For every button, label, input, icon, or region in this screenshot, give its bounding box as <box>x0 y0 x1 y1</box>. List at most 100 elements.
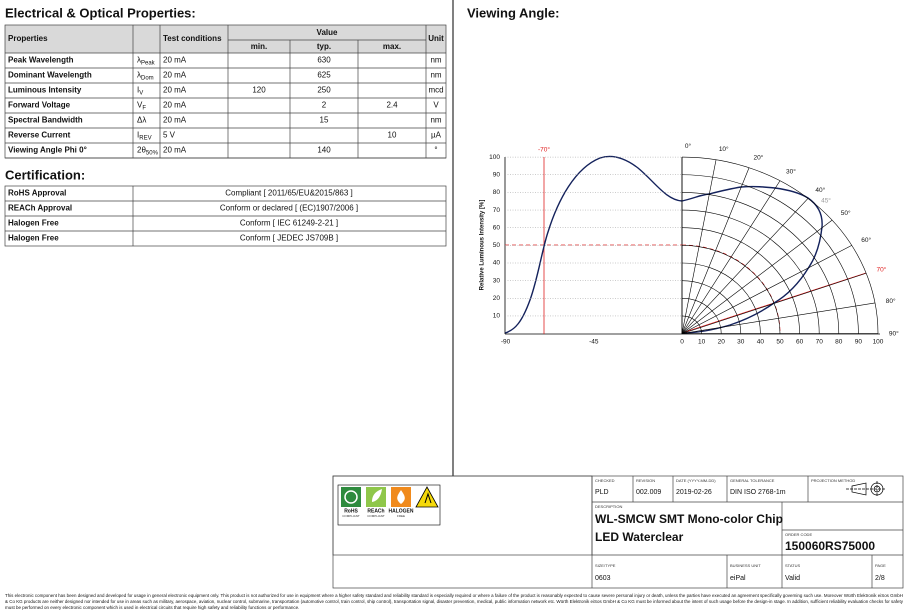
field-label: STATUS <box>785 563 801 568</box>
typ-cell: 625 <box>317 71 331 80</box>
title-block: RoHS COMPLIANT REACh COMPLIANT HALOGEN F… <box>332 475 904 589</box>
rohs-icon <box>341 487 361 507</box>
symbol-sub: F <box>142 105 146 111</box>
angle-line <box>681 245 852 334</box>
badge-sub: FREE <box>397 514 405 518</box>
property-cell: Viewing Angle Phi 0° <box>8 146 87 155</box>
table-header-bg <box>5 25 446 53</box>
cert-name: RoHS Approval <box>8 189 66 198</box>
y-tick-label: 50 <box>493 242 501 249</box>
field-label: DATE (YYYY-MM-DD) <box>676 478 716 483</box>
cert-value: Compliant [ 2011/65/EU&2015/863 ] <box>225 189 353 198</box>
badge-sub: COMPLIANT <box>367 514 385 518</box>
header-cell: Unit <box>428 34 444 43</box>
unit-cell: nm <box>430 71 441 80</box>
condition-cell: 20 mA <box>163 86 187 95</box>
symbol: I <box>137 86 139 95</box>
field-label: CHECKED <box>595 478 615 483</box>
field-label: REVISION <box>636 478 655 483</box>
symbol-cell: λPeak <box>137 56 156 66</box>
polar-arc <box>681 315 702 334</box>
condition-cell: 20 mA <box>163 56 187 65</box>
condition-cell: 20 mA <box>163 101 187 110</box>
unit-cell: nm <box>430 116 441 125</box>
x-tick-label: 40 <box>757 339 765 346</box>
property-cell: Spectral Bandwidth <box>8 116 83 125</box>
unit-cell: µA <box>431 131 442 140</box>
cert-value: Conform [ JEDEC JS709B ] <box>240 234 338 243</box>
property-cell: Peak Wavelength <box>8 56 74 65</box>
angle-label: 80° <box>886 297 896 305</box>
x-tick-label: 100 <box>873 339 884 346</box>
symbol: λ <box>137 56 141 65</box>
polar-arc <box>681 280 742 334</box>
field-value: 002.009 <box>636 489 661 496</box>
field-value: eiPal <box>730 575 746 582</box>
condition-cell: 20 mA <box>163 116 187 125</box>
angle-label: 60° <box>861 236 871 244</box>
symbol: 2θ <box>137 146 146 155</box>
badge-sub: COMPLIANT <box>342 514 360 518</box>
field-value: 2/8 <box>875 575 885 582</box>
unit-cell: ° <box>434 146 437 155</box>
condition-cell: 20 mA <box>163 71 187 80</box>
symbol-sub: 50% <box>146 150 159 156</box>
angle-label: 40° <box>815 186 825 194</box>
symbol: Δλ <box>137 116 146 125</box>
y-tick-label: 30 <box>493 277 501 284</box>
x-tick-label: 20 <box>718 339 726 346</box>
field-label: BUSINESS UNIT <box>730 563 761 568</box>
polar-arc <box>681 227 800 334</box>
symbol-sub: Dom <box>141 75 154 81</box>
description: LED Waterclear <box>595 530 684 544</box>
y-tick-label: 40 <box>493 260 501 267</box>
symbol-sub: REV <box>139 135 151 141</box>
property-cell: Reverse Current <box>8 131 71 140</box>
header-cell: typ. <box>317 42 331 51</box>
y-tick-label: 100 <box>489 154 500 161</box>
symbol: λ <box>137 71 141 80</box>
typ-cell: 15 <box>320 116 329 125</box>
polar-arc <box>681 174 859 334</box>
max-cell: 10 <box>388 131 397 140</box>
property-cell: Dominant Wavelength <box>8 71 92 80</box>
field-value: 2019-02-26 <box>676 489 712 496</box>
symbol: I <box>137 131 139 140</box>
condition-cell: 5 V <box>163 131 176 140</box>
angle-line <box>681 272 867 334</box>
y-tick-label: 60 <box>493 224 501 231</box>
x-tick-label: -90 <box>501 339 511 346</box>
field-value: 0603 <box>595 575 611 582</box>
field-label: DESCRIPTION <box>595 504 622 509</box>
viewing-angle-chart: Viewing Angle: Relative Luminous Intensi… <box>467 5 899 345</box>
cert-name: REACh Approval <box>8 204 72 213</box>
polar-arc <box>681 245 781 334</box>
marker-label: 45° <box>821 197 831 205</box>
badge-label: HALOGEN <box>389 508 414 514</box>
symbol-sub: Peak <box>141 60 156 66</box>
marker-label: -70° <box>538 146 550 154</box>
field-label: PAGE <box>875 563 886 568</box>
field-label: SIZE/TYPE <box>595 563 616 568</box>
symbol-cell: IV <box>137 86 143 96</box>
y-tick-label: 10 <box>493 313 501 320</box>
order-code: 150060RS75000 <box>785 539 875 553</box>
symbol-cell: IREV <box>137 131 152 141</box>
property-cell: Forward Voltage <box>8 101 71 110</box>
unit-cell: mcd <box>428 86 443 95</box>
symbol-cell: λDom <box>137 71 154 81</box>
angle-label: 30° <box>786 167 796 175</box>
angle-line <box>681 159 717 334</box>
intensity-curve <box>504 155 683 334</box>
x-tick-label: -45 <box>589 339 599 346</box>
y-tick-label: 90 <box>493 171 501 178</box>
field-value: DIN ISO 2768-1m <box>730 489 786 496</box>
disclaimer: This electronic component has been desig… <box>5 593 903 598</box>
unit-cell: nm <box>430 56 441 65</box>
symbol-cell: 2θ50% <box>137 146 159 156</box>
typ-cell: 630 <box>317 56 331 65</box>
field-label: GENERAL TOLERANCE <box>730 478 775 483</box>
angle-label: 20° <box>753 154 763 162</box>
x-tick-label: 30 <box>737 339 745 346</box>
cert-name: Halogen Free <box>8 234 59 243</box>
